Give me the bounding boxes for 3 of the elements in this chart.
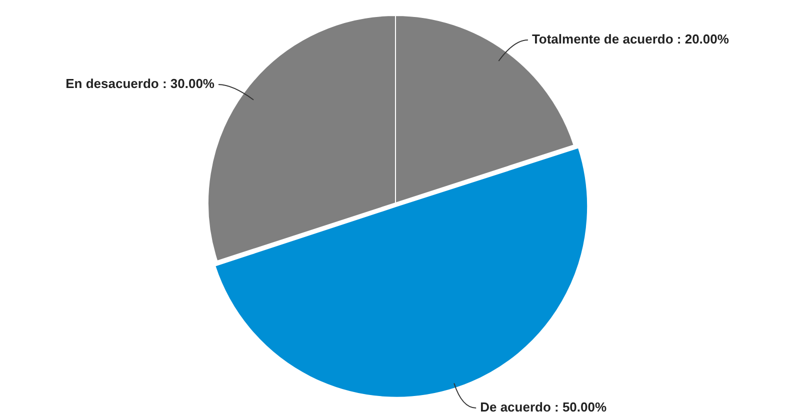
slice-label: Totalmente de acuerdo : 20.00% (532, 32, 730, 47)
slice-label: En desacuerdo : 30.00% (66, 76, 215, 92)
slice-label: De acuerdo : 50.00% (480, 400, 607, 415)
